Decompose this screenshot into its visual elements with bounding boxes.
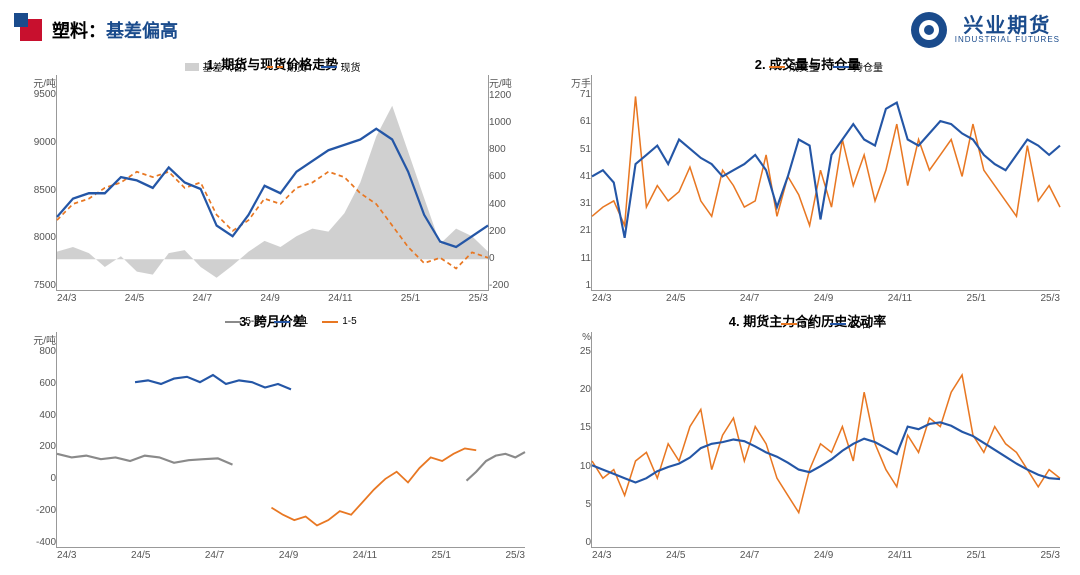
chart1-legend: 基差（右）期货现货 [57, 59, 488, 74]
chart3-y-unit: 元/吨 [20, 332, 56, 346]
chart4-plot: 5日20日 24/324/524/724/924/1125/125/3 [591, 332, 1060, 548]
chart3-panel: 3. 跨月价差 元/吨 8006004002000-200-400 5-99-1… [20, 311, 525, 564]
chart3-y-ticks: 8006004002000-200-400 [20, 346, 56, 564]
logo-text-en: INDUSTRIAL FUTURES [955, 36, 1060, 44]
chart2-y-unit: 万手 [555, 75, 591, 89]
page-title: 塑料：基差偏高 [52, 17, 178, 43]
chart4-x-ticks: 24/324/524/724/924/1125/125/3 [592, 550, 1060, 561]
chart1-y2-unit: 元/吨 [489, 75, 525, 90]
chart1-panel: 1. 期货与现货价格走势 元/吨 95009000850080007500 基差… [20, 54, 525, 307]
title-accent: 基差偏高 [106, 21, 178, 41]
chart1-y-ticks: 95009000850080007500 [20, 89, 56, 307]
chart2-y-ticks: 716151413121111 [555, 89, 591, 307]
chart2-plot: 成交量持仓量 24/324/524/724/924/1125/125/3 [591, 75, 1060, 291]
title-block: 塑料：基差偏高 [20, 17, 178, 43]
chart1-y2-ticks: 120010008006004002000-200 [489, 90, 525, 307]
chart3-legend: 5-99-11-5 [57, 316, 525, 327]
chart1-x-ticks: 24/324/524/724/924/1125/125/3 [57, 293, 488, 304]
company-logo: 兴业期货 INDUSTRIAL FUTURES [911, 12, 1060, 48]
chart2-x-ticks: 24/324/524/724/924/1125/125/3 [592, 293, 1060, 304]
chart2-panel: 2. 成交量与持仓量 万手 716151413121111 成交量持仓量 24/… [555, 54, 1060, 307]
logo-icon [911, 12, 947, 48]
title-marker-icon [20, 19, 42, 41]
chart-grid: 1. 期货与现货价格走势 元/吨 95009000850080007500 基差… [20, 54, 1060, 564]
chart3-plot: 5-99-11-5 24/324/524/724/924/1125/125/3 [56, 332, 525, 548]
chart1-plot: 基差（右）期货现货 24/324/524/724/924/1125/125/3 [56, 75, 489, 291]
chart4-y-ticks: 2520151050 [555, 346, 591, 564]
chart3-x-ticks: 24/324/524/724/924/1125/125/3 [57, 550, 525, 561]
page-header: 塑料：基差偏高 兴业期货 INDUSTRIAL FUTURES [20, 12, 1060, 48]
chart4-panel: 4. 期货主力合约历史波动率 % 2520151050 5日20日 24/324… [555, 311, 1060, 564]
chart4-legend: 5日20日 [592, 316, 1060, 331]
title-prefix: 塑料： [52, 21, 106, 41]
logo-text-cn: 兴业期货 [963, 16, 1051, 36]
chart1-y-unit: 元/吨 [20, 75, 56, 89]
chart2-legend: 成交量持仓量 [592, 59, 1060, 74]
chart4-y-unit: % [555, 332, 591, 346]
